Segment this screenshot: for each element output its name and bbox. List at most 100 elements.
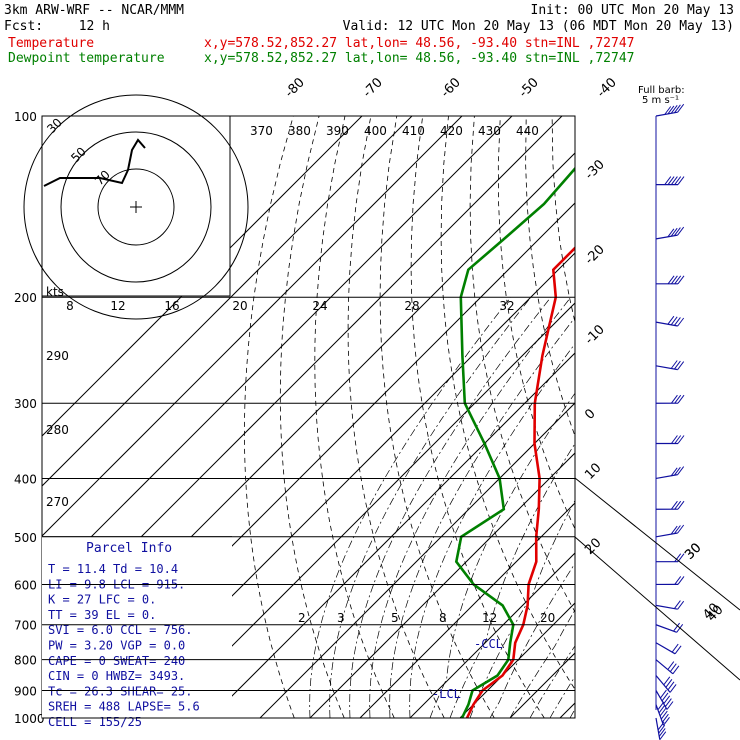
wind-barb-flag	[677, 524, 685, 534]
wind-barb-flag	[674, 466, 681, 476]
hodograph-x-tick: 16	[164, 299, 179, 313]
wind-barb-flag	[677, 103, 685, 113]
wind-barb	[655, 234, 678, 240]
pressure-label: 200	[14, 291, 37, 305]
dewpoint-line	[454, 166, 575, 718]
wind-barb-flag	[670, 227, 678, 237]
isotherm-label: -20	[582, 242, 608, 268]
moist-adiabat	[389, 316, 575, 718]
hodograph-x-tick: 32	[499, 299, 514, 313]
pressure-label: 500	[14, 531, 37, 545]
hodograph-units: kts	[46, 285, 64, 299]
isotherm-label: -40	[594, 75, 620, 101]
parcel-info-row: SVI = 6.0 CCL = 756.	[48, 623, 193, 637]
mixing-ratio-label: 12	[482, 611, 497, 625]
temperature-location: x,y=578.52,852.27 lat,lon= 48.56, -93.40…	[204, 36, 634, 51]
isotherm-line	[42, 116, 513, 587]
pressure-label: 300	[14, 397, 37, 411]
wind-barb-flag	[670, 316, 678, 326]
diagram-edge	[574, 477, 740, 611]
wind-barb	[655, 321, 678, 327]
pressure-label: 900	[14, 684, 37, 698]
dry-adiabat	[410, 116, 545, 718]
wind-barb-flag	[674, 360, 681, 370]
wind-barb-flag	[670, 360, 678, 369]
isotherm-label: -80	[282, 75, 308, 101]
wind-barb	[655, 365, 678, 371]
wind-barb	[655, 474, 678, 480]
wind-barb	[655, 604, 678, 610]
wind-barb-flag	[677, 435, 685, 444]
wind-barb-flag	[677, 176, 685, 185]
isotherm-line	[209, 352, 575, 718]
hodograph-x-tick: 8	[66, 299, 74, 313]
dry-adiabat	[604, 116, 740, 718]
dewpoint-location: x,y=578.52,852.27 lat,lon= 48.56, -93.40…	[204, 51, 634, 66]
dry-adiabat	[347, 116, 445, 718]
wind-barb-flag	[659, 707, 667, 717]
moist-adiabat	[349, 296, 552, 718]
moist-adiabat	[489, 562, 575, 718]
hodograph-x-tick: 20	[232, 299, 247, 313]
wind-barb-flag	[674, 317, 681, 326]
wind-barb	[655, 111, 678, 117]
wind-barb-flag	[677, 226, 685, 236]
wind-barb-flag	[657, 721, 665, 731]
theta-label: 270	[46, 495, 69, 509]
wind-barb	[655, 690, 668, 710]
wind-legend-value: 5 m s⁻¹	[642, 95, 679, 106]
model-title: 3km ARW-WRF -- NCAR/MMM	[4, 3, 184, 18]
hodograph-ring	[23, 94, 249, 320]
temperature-line	[465, 246, 575, 718]
wind-barb-flag	[677, 275, 685, 285]
wind-barb-flag	[658, 728, 666, 737]
moist-adiabat	[549, 675, 575, 718]
wind-barb-flag	[660, 710, 668, 720]
moist-adiabat	[329, 296, 532, 718]
wind-barb-flag	[669, 663, 677, 673]
isotherm-label: -70	[360, 75, 386, 101]
wind-barb-flag	[674, 500, 682, 510]
moist-adiabat	[309, 296, 512, 718]
isotherm-line	[42, 116, 363, 437]
moist-adiabat	[409, 343, 575, 718]
isotherm-line	[159, 302, 575, 718]
isotherm-label: -30	[582, 157, 608, 183]
parcel-info-row: Tc = 26.3 SHEAR= 25.	[48, 684, 193, 698]
wind-barb-flag	[669, 684, 677, 693]
pressure-label: 700	[14, 619, 37, 633]
dry-adiabat	[497, 116, 575, 530]
wind-barb	[655, 624, 677, 633]
theta-label: 400	[364, 124, 387, 138]
dry-adiabat	[469, 116, 575, 613]
theta-label: 380	[288, 124, 311, 138]
wind-barb-flag	[674, 645, 682, 655]
isotherm-line	[42, 116, 413, 487]
parcel-info-title: Parcel Info	[86, 541, 172, 556]
dry-adiabat	[243, 116, 295, 718]
dry-adiabat	[733, 116, 740, 718]
wind-barb-flag	[666, 701, 674, 710]
wind-barb-flag	[670, 105, 678, 114]
wind-legend-title: Full barb:	[638, 85, 685, 96]
moist-adiabat	[449, 442, 575, 718]
wind-barb-flag	[671, 275, 678, 285]
parcel-info-row: CELL = 155/25	[48, 715, 142, 729]
wind-barb-flag	[674, 275, 682, 285]
wind-barb-flag	[667, 275, 675, 285]
isotherm-line	[660, 116, 740, 718]
wind-barb-flag	[658, 704, 666, 714]
dry-adiabat	[707, 116, 740, 718]
wind-barb-flag	[667, 315, 675, 325]
pressure-label: 400	[14, 472, 37, 486]
wind-barb	[655, 642, 676, 655]
dry-adiabat	[630, 116, 740, 718]
isotherm-line	[610, 116, 740, 718]
wind-barb-flag	[667, 681, 675, 691]
wind-barb-flag	[670, 525, 678, 535]
mixing-ratio-label: 3	[337, 611, 345, 625]
hodograph-trace	[43, 138, 146, 187]
wind-barb-flag	[658, 724, 666, 734]
dry-adiabat	[279, 116, 345, 718]
